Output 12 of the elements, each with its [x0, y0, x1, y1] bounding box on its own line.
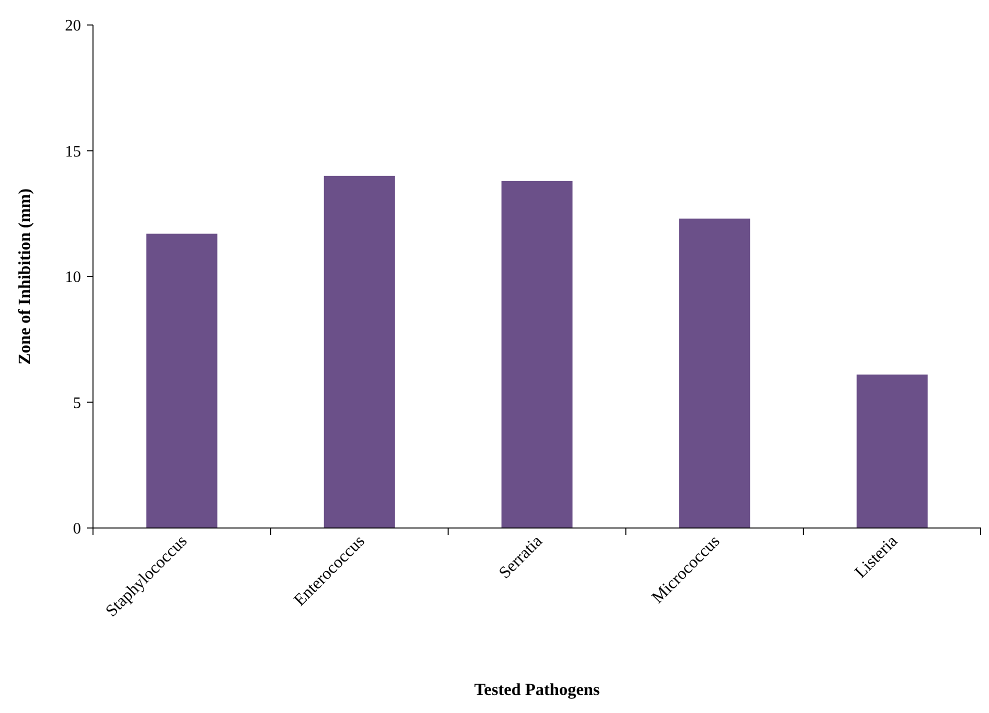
x-axis-title: Tested Pathogens: [474, 680, 600, 699]
y-tick-label: 5: [73, 394, 81, 412]
y-tick-label: 0: [73, 520, 81, 538]
y-tick-label: 15: [65, 143, 81, 160]
y-axis-title: Zone of Inhibition (mm): [15, 188, 34, 365]
y-tick-label: 20: [65, 18, 81, 35]
bar: [501, 180, 573, 528]
y-tick-label: 10: [65, 269, 81, 286]
bar: [146, 234, 218, 528]
bar: [679, 218, 750, 528]
bar: [324, 176, 395, 528]
bar: [856, 374, 928, 528]
